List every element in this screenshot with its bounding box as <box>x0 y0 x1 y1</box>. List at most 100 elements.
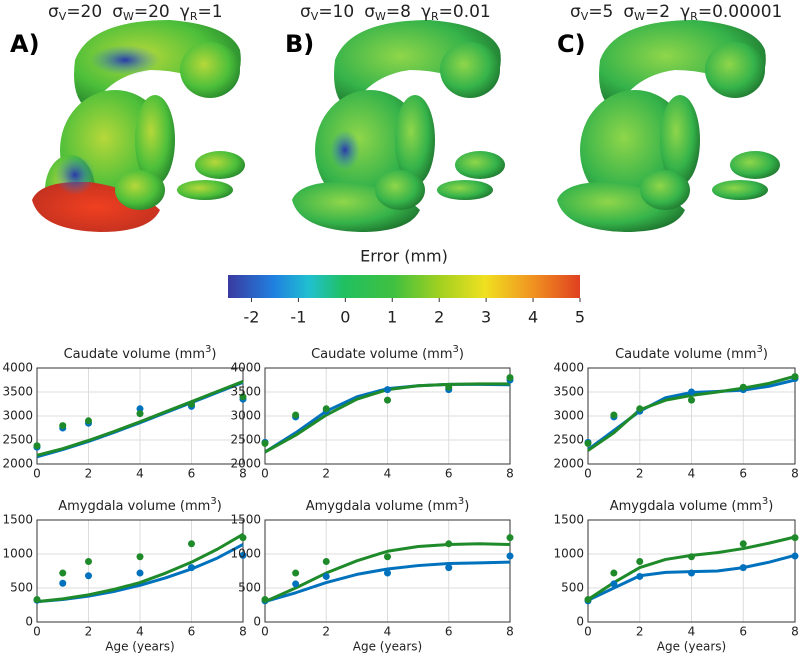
fit-curve <box>264 560 511 604</box>
param-symbol: σ <box>364 2 375 22</box>
y-tick-label: 3500 <box>2 385 33 399</box>
param-sub: W <box>375 10 386 23</box>
param-value: =10 <box>318 2 354 22</box>
y-tick-label: 4000 <box>230 361 261 375</box>
param-symbol: σ <box>623 2 634 22</box>
y-tick-label: 2000 <box>2 457 33 471</box>
x-tick-label: 8 <box>239 625 247 639</box>
x-tick-label: 4 <box>688 625 696 639</box>
x-tick-label: 6 <box>188 467 196 481</box>
x-tick-label: 6 <box>739 625 747 639</box>
title-sup: 3 <box>756 344 762 355</box>
data-point <box>584 439 592 447</box>
chart-title: Caudate volume (mm3) <box>615 344 768 362</box>
y-tick-label: 3500 <box>230 385 261 399</box>
x-tick-label: 6 <box>445 467 453 481</box>
data-point <box>322 405 330 413</box>
data-point <box>136 569 144 577</box>
data-point <box>136 410 144 418</box>
param-sub: R <box>690 10 698 23</box>
data-point <box>322 557 330 565</box>
y-tick-label: 2000 <box>553 457 584 471</box>
x-tick-label: 4 <box>136 467 144 481</box>
data-point <box>610 580 618 588</box>
data-point <box>292 411 300 419</box>
param-symbol: σ <box>48 2 59 22</box>
title-end: ) <box>211 347 216 362</box>
y-tick-label: 4000 <box>2 361 33 375</box>
chart-title: Amygdala volume (mm3) <box>58 496 222 514</box>
plot-frame <box>264 367 511 465</box>
data-point <box>59 422 67 430</box>
panel-label: A) <box>10 30 40 58</box>
data-point <box>506 552 514 560</box>
data-point <box>791 552 799 560</box>
chart-title: Amygdala volume (mm3) <box>306 496 470 514</box>
y-tick-label: 500 <box>561 581 584 595</box>
x-tick-label: 0 <box>261 467 269 481</box>
data-point <box>85 572 92 580</box>
panel-params: σV=5 σW=2 γR=0.00001 <box>570 2 782 23</box>
x-axis-label: Age (years) <box>353 640 422 654</box>
colorbar-tick-label: 1 <box>387 308 397 327</box>
title-end: ) <box>459 347 464 362</box>
title-text: Caudate volume (mm <box>311 347 452 362</box>
param-symbol: σ <box>112 2 123 22</box>
data-point <box>506 374 514 382</box>
data-point <box>739 540 747 548</box>
data-point <box>33 442 41 450</box>
chart-title: Caudate volume (mm3) <box>64 344 217 362</box>
brain-c <box>557 20 780 232</box>
data-point <box>445 540 453 548</box>
x-tick-label: 2 <box>322 625 330 639</box>
data-point <box>85 557 92 565</box>
title-text: Amygdala volume (mm <box>58 499 210 514</box>
x-tick-label: 0 <box>33 625 41 639</box>
data-point <box>292 569 300 577</box>
data-point <box>688 553 695 561</box>
data-point <box>261 439 269 447</box>
data-point <box>688 569 695 577</box>
data-point <box>610 411 618 419</box>
data-point <box>136 553 144 561</box>
param-sub: R <box>431 10 439 23</box>
data-point <box>239 551 247 559</box>
y-tick-label: 3500 <box>553 385 584 399</box>
title-end: ) <box>217 499 222 514</box>
title-end: ) <box>768 499 773 514</box>
colorbar-tick-label: -1 <box>290 308 306 327</box>
x-tick-label: 8 <box>506 625 514 639</box>
param-symbol: σ <box>570 2 581 22</box>
data-point <box>85 417 92 425</box>
param-sub: V <box>59 10 67 23</box>
y-tick-label: 1500 <box>553 513 584 527</box>
colorbar-tick-label: 4 <box>528 308 538 327</box>
title-text: Amygdala volume (mm <box>610 499 762 514</box>
y-tick-label: 1000 <box>230 547 261 561</box>
title-sup: 3 <box>210 496 216 507</box>
renderings <box>32 20 780 232</box>
y-tick-label: 3000 <box>230 409 261 423</box>
data-point <box>33 596 41 604</box>
title-sup: 3 <box>458 496 464 507</box>
param-value: =0.00001 <box>698 2 783 22</box>
title-sup: 3 <box>452 344 458 355</box>
y-tick-label: 0 <box>576 615 584 629</box>
param-symbol: γ <box>180 2 190 22</box>
param-value: =8 <box>386 2 411 22</box>
x-tick-label: 2 <box>636 467 644 481</box>
y-tick-label: 2000 <box>230 457 261 471</box>
param-sub: W <box>123 10 134 23</box>
data-point <box>688 388 695 396</box>
title-text: Caudate volume (mm <box>64 347 205 362</box>
data-point <box>136 405 144 413</box>
param-sub: R <box>190 10 198 23</box>
y-tick-label: 3000 <box>553 409 584 423</box>
panel-label: C) <box>557 30 586 58</box>
param-sub: V <box>581 10 589 23</box>
y-tick-label: 1000 <box>553 547 584 561</box>
param-value: =1 <box>197 2 222 22</box>
x-tick-label: 8 <box>791 467 799 481</box>
title-text: Caudate volume (mm <box>615 347 756 362</box>
